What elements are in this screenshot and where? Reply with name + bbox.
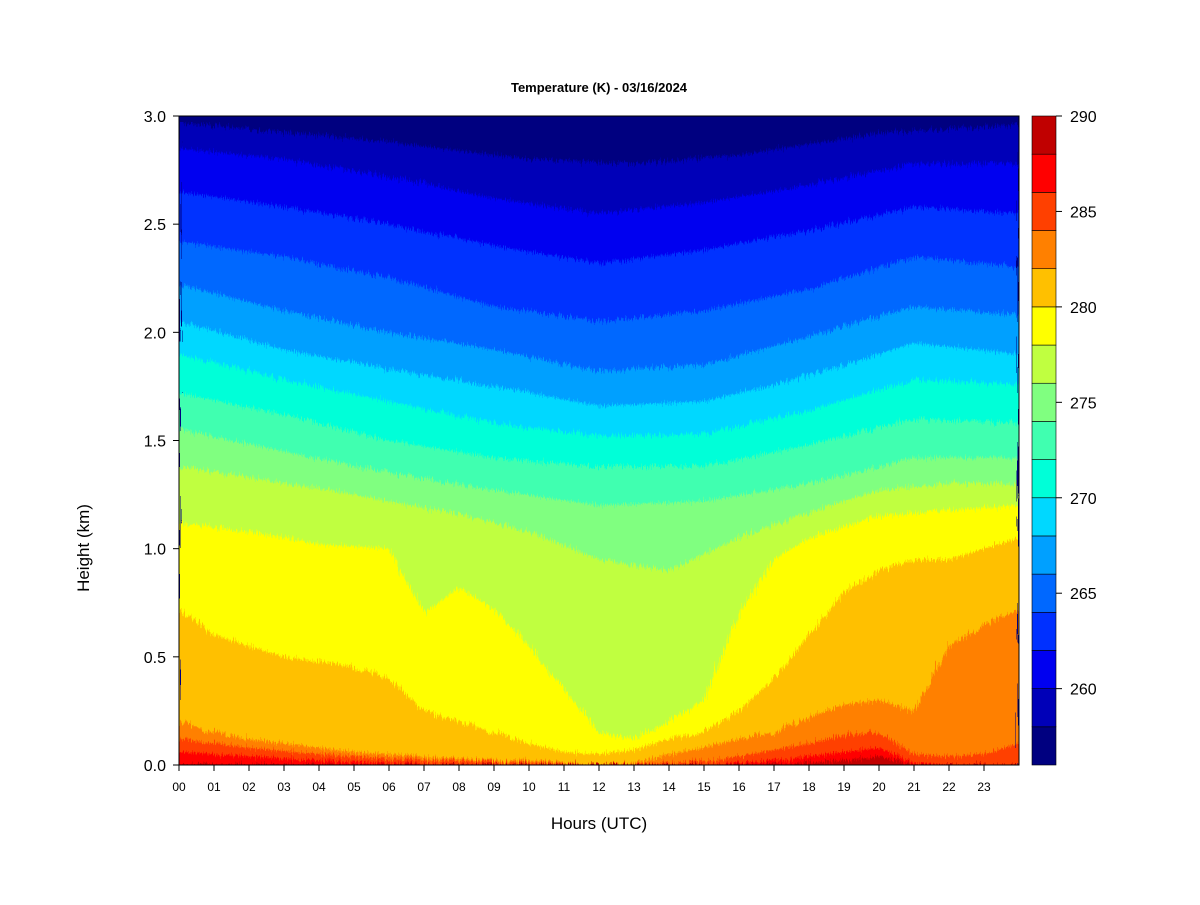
colorbar-segment [1031,573,1057,613]
y-tick-label: 0.5 [144,650,166,667]
x-tick-label: 21 [907,780,921,794]
x-axis-label: Hours (UTC) [551,814,647,833]
chart-title: Temperature (K) - 03/16/2024 [511,80,688,95]
x-tick-label: 13 [627,780,641,794]
colorbar-segment [1031,230,1057,270]
colorbar-segment [1031,344,1057,384]
isotherm-band-280 [179,537,1019,765]
x-tick-label: 23 [977,780,991,794]
plot-area [179,116,1019,765]
x-tick-label: 00 [172,780,186,794]
colorbar-tick-label: 265 [1070,586,1097,603]
colorbar-segment [1031,268,1057,308]
colorbar-segment [1031,535,1057,575]
x-tick-label: 04 [312,780,326,794]
x-tick-label: 17 [767,780,781,794]
x-tick-label: 05 [347,780,361,794]
colorbar-tick-label: 290 [1070,109,1097,126]
y-axis: 0.0 0.5 1.0 1.5 2.0 2.5 3.0 [144,109,179,775]
colorbar-tick-label: 275 [1070,395,1097,412]
colorbar-tick-label: 270 [1070,491,1097,508]
y-tick-label: 2.0 [144,325,166,342]
y-tick-label: 0.0 [144,758,166,775]
x-tick-label: 09 [487,780,501,794]
isotherm-band-288 [179,756,1019,765]
x-tick-label: 08 [452,780,466,794]
x-tick-label: 03 [277,780,291,794]
y-tick-label: 1.0 [144,542,166,559]
y-tick-label: 1.5 [144,434,166,451]
x-tick-label: 20 [872,780,886,794]
x-axis: 00 01 02 03 04 05 06 07 08 09 10 11 12 13 14 15 16 17 18 19… [172,765,991,794]
colorbar-segment [1031,382,1057,422]
colorbar-segment [1031,192,1057,231]
x-tick-label: 01 [207,780,221,794]
x-tick-label: 18 [802,780,816,794]
y-tick-label: 3.0 [144,109,166,126]
colorbar: 260 265 270 275 280 285 290 [1031,109,1097,766]
isotherm-band-286 [179,747,1019,765]
colorbar-segment [1031,497,1057,537]
x-tick-label: 19 [837,780,851,794]
x-tick-label: 12 [592,780,606,794]
x-tick-label: 06 [382,780,396,794]
x-tick-label: 07 [417,780,431,794]
colorbar-tick-label: 260 [1070,682,1097,699]
y-tick-label: 2.5 [144,217,166,234]
colorbar-tick-label: 285 [1070,204,1097,221]
x-tick-label: 22 [942,780,956,794]
colorbar-segment [1031,115,1057,155]
x-tick-label: 14 [662,780,676,794]
x-tick-label: 15 [697,780,711,794]
colorbar-segment [1031,650,1057,689]
y-axis-label: Height (km) [74,504,93,592]
x-tick-label: 02 [242,780,256,794]
colorbar-segment [1031,688,1057,728]
colorbar-segment [1031,611,1057,651]
colorbar-segment [1031,459,1057,499]
isotherm-band-282 [179,609,1019,765]
colorbar-segment [1031,306,1057,346]
colorbar-segment [1031,421,1057,460]
x-tick-label: 11 [558,780,571,794]
colorbar-segment [1031,153,1057,193]
x-tick-label: 10 [522,780,536,794]
colorbar-segment [1031,726,1057,766]
x-tick-label: 16 [732,780,746,794]
colorbar-tick-label: 280 [1070,300,1097,317]
